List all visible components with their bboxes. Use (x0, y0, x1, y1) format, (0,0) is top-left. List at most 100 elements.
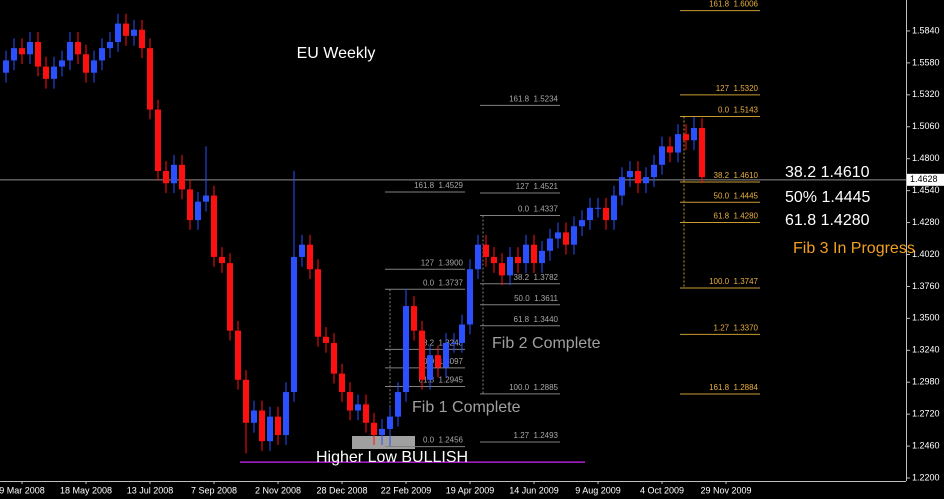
candle-body (675, 134, 681, 153)
y-tick-label: 1.5840 (912, 25, 940, 35)
candle-body (419, 330, 425, 380)
fib-label: 0.0 1.2456 (423, 436, 464, 445)
x-tick-label: 7 Sep 2008 (191, 485, 237, 495)
candle-body (435, 355, 441, 368)
candle-body (315, 269, 321, 337)
fib-label: 127 1.5320 (716, 84, 759, 93)
fib-label: 0.0 1.5143 (718, 106, 759, 115)
annotation: Fib 2 Complete (492, 335, 601, 352)
candle-body (147, 48, 153, 110)
fib-label: 50.0 1.4445 (714, 191, 759, 200)
candle-body (499, 263, 505, 276)
candle-body (3, 60, 9, 73)
candle-body (307, 244, 313, 270)
fib-label: 0.0 1.3737 (423, 278, 464, 287)
fib-label: 0.0 1.4337 (518, 205, 559, 214)
candle-body (563, 232, 569, 245)
highlight-box (352, 436, 415, 449)
candle-body (51, 66, 57, 79)
candle-body (427, 355, 433, 380)
x-tick-label: 22 Feb 2009 (381, 485, 432, 495)
candle-body (107, 42, 113, 49)
candle-body (139, 29, 145, 49)
annotation: 38.2 1.4610 (785, 164, 870, 181)
candle-body (179, 164, 185, 190)
fib-label: 100.0 1.3747 (709, 277, 758, 286)
fib-label: 61.8 1.2945 (419, 376, 464, 385)
candle-body (411, 306, 417, 331)
y-tick-label: 1.5060 (912, 121, 940, 131)
candle-body (595, 207, 601, 209)
candle-body (403, 306, 409, 393)
candle-body (611, 195, 617, 221)
candle-body (491, 256, 497, 264)
candle-body (75, 42, 81, 55)
candle-body (571, 226, 577, 245)
candle-body (227, 263, 233, 331)
candle-body (283, 392, 289, 436)
candle-body (651, 164, 657, 178)
y-tick-label: 1.3240 (912, 345, 940, 355)
candle-body (331, 342, 337, 374)
candle-body (467, 269, 473, 325)
candle-body (691, 127, 697, 141)
fib-label: 50.0 1.3611 (514, 294, 558, 303)
last-price-box (907, 173, 944, 186)
x-tick-label: 9 Mar 2008 (0, 485, 45, 495)
candle-body (251, 410, 257, 423)
candle-body (603, 207, 609, 221)
candle-body (275, 416, 281, 436)
candle-body (483, 244, 489, 257)
annotation: Fib 1 Complete (412, 399, 521, 416)
candle-body (187, 189, 193, 221)
candle-body (507, 256, 513, 276)
candle-body (475, 244, 481, 270)
candle-body (395, 392, 401, 417)
y-tick-label: 1.2200 (912, 472, 940, 482)
candle-body (323, 336, 329, 343)
candle-body (203, 195, 209, 202)
x-tick-label: 14 Jun 2009 (509, 485, 559, 495)
fib-label: 161.8 1.5234 (509, 94, 558, 103)
candle-body (59, 60, 65, 67)
candle-body (531, 244, 537, 264)
candle-body (555, 232, 561, 239)
candle-body (619, 177, 625, 196)
x-tick-label: 4 Oct 2009 (640, 485, 684, 495)
candle-body (155, 109, 161, 171)
candle-body (35, 42, 41, 67)
candle-body (91, 60, 97, 73)
fib-label: 38.2 1.3782 (514, 273, 559, 282)
x-tick-label: 28 Dec 2008 (316, 485, 367, 495)
last-price-label: 1.4628 (910, 174, 938, 184)
candle-body (459, 324, 465, 343)
annotation: Higher Low BULLISH (316, 449, 468, 466)
fib-label: 38.2 1.3248 (419, 338, 464, 347)
candle-body (267, 416, 273, 442)
candle-body (355, 404, 361, 411)
candle-body (115, 23, 121, 43)
candle-body (699, 127, 705, 178)
y-tick-label: 1.4280 (912, 217, 940, 227)
y-tick-label: 1.5320 (912, 89, 940, 99)
candle-body (299, 244, 305, 257)
candle-body (515, 256, 521, 264)
y-tick-label: 1.5580 (912, 57, 940, 67)
x-tick-label: 13 Jul 2008 (127, 485, 174, 495)
candle-body (259, 410, 265, 442)
fib-label: 161.8 1.6006 (709, 0, 758, 9)
candle-body (195, 201, 201, 221)
fib-label: 50.0 1.3097 (419, 357, 464, 366)
candle-body (11, 48, 17, 61)
annotation: 61.8 1.4280 (785, 212, 870, 229)
fib-label: 161.8 1.4529 (414, 181, 463, 190)
candle-body (371, 422, 377, 436)
fib-label: 1.27 1.2493 (514, 431, 559, 440)
candle-body (659, 146, 665, 165)
x-tick-label: 19 Apr 2009 (446, 485, 495, 495)
y-tick-label: 1.3500 (912, 313, 940, 323)
candle-body (379, 428, 385, 436)
candle-body (347, 392, 353, 411)
fib-label: 61.8 1.3440 (514, 315, 559, 324)
candle-body (643, 177, 649, 184)
